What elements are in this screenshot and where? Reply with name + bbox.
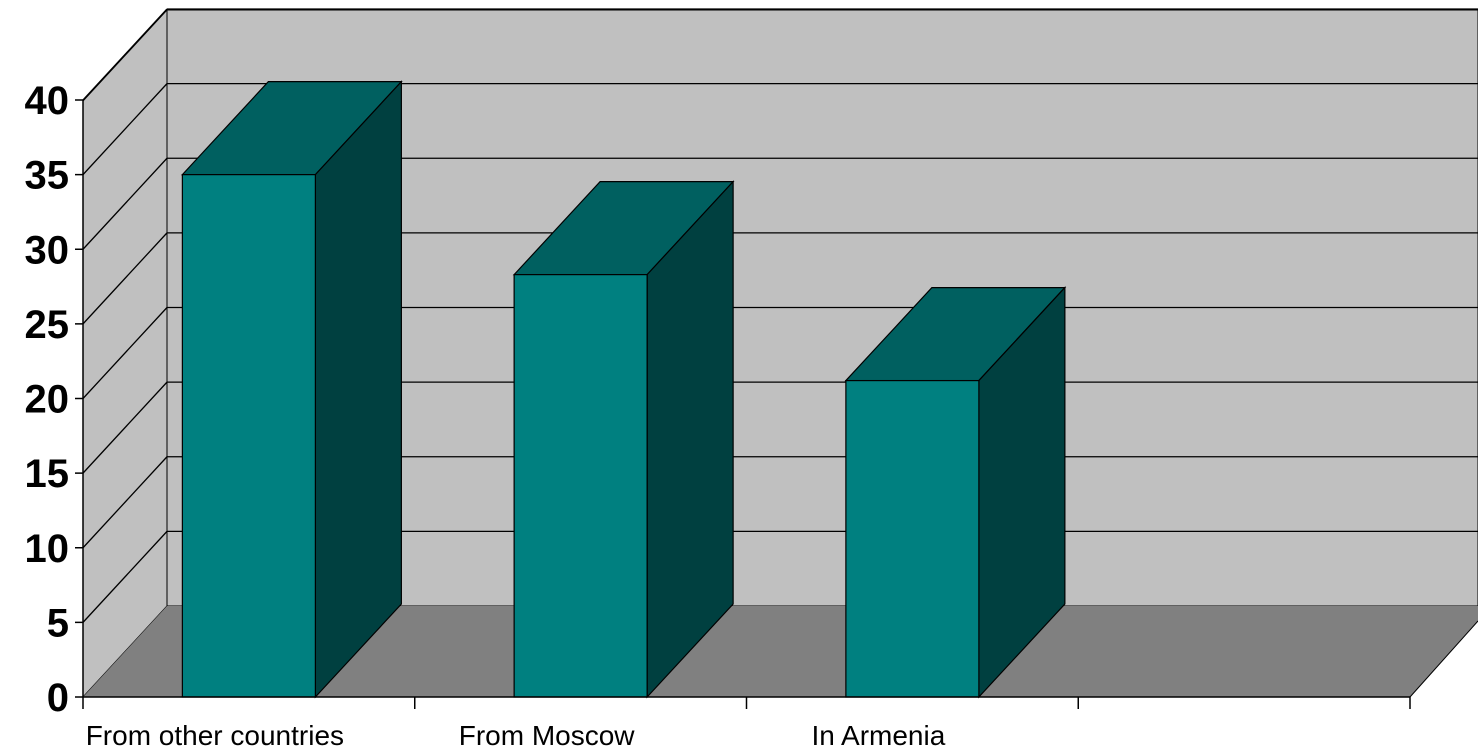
gridline-side — [82, 381, 168, 474]
x-axis-tick-labels: From other countries From Moscow In Armeni… — [86, 720, 946, 751]
floor-edge — [1409, 620, 1478, 698]
y-tick-label: 40 — [25, 79, 70, 123]
y-tick-label: 5 — [47, 601, 69, 645]
floor — [83, 606, 1478, 697]
y-tick-label: 25 — [25, 303, 70, 347]
y-tick-label: 0 — [47, 676, 69, 720]
gridline-side — [82, 157, 168, 250]
gridline-side — [82, 307, 168, 399]
x-tick-label: From Moscow — [459, 720, 636, 751]
bar-front — [181, 174, 316, 698]
bar-front — [845, 379, 980, 698]
y-tick-label: 20 — [25, 378, 70, 422]
y-axis-tick-labels: 0 5 10 15 20 25 30 35 40 — [25, 79, 70, 720]
y-tick-label: 15 — [25, 452, 70, 496]
gridline-side — [82, 456, 168, 549]
bar-side — [314, 80, 402, 699]
y-tick-label: 30 — [25, 228, 70, 272]
gridline-side — [82, 83, 168, 176]
x-tick-label: From other countries — [86, 720, 344, 751]
bar — [181, 80, 403, 699]
bar — [844, 286, 1067, 699]
chart-axes — [75, 99, 1411, 709]
gridline-side — [82, 232, 168, 325]
y-tick-label: 35 — [25, 154, 70, 198]
y-tick-label: 10 — [25, 527, 70, 571]
bar-front — [513, 274, 648, 698]
x-tick-label: In Armenia — [811, 720, 945, 751]
bar — [512, 180, 735, 699]
gridline-side — [82, 8, 168, 101]
chart-bars — [181, 80, 1067, 699]
gridline-side — [82, 530, 168, 623]
